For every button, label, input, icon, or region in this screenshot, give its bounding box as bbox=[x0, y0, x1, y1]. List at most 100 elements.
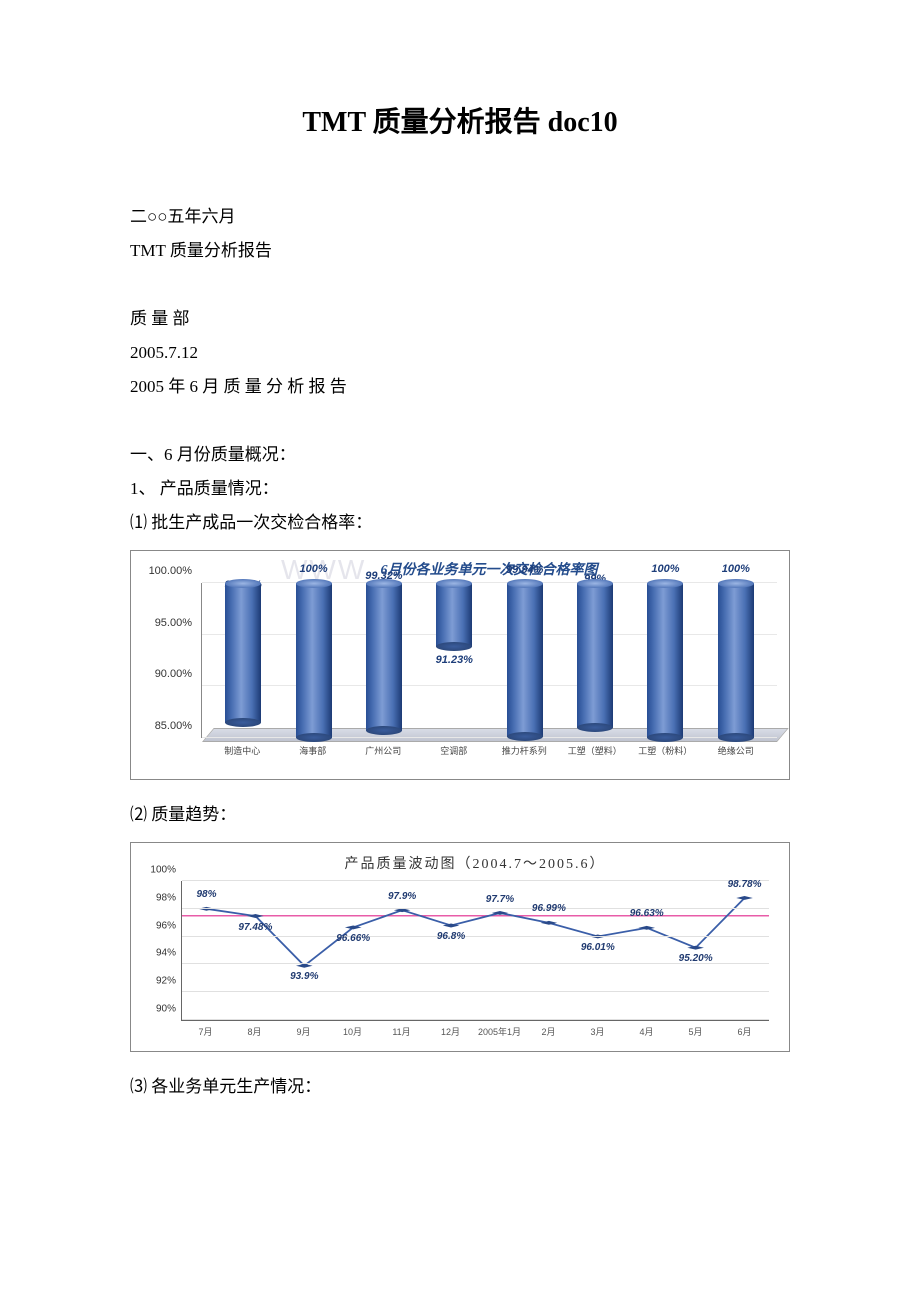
bar-bottom-ellipse bbox=[577, 723, 613, 732]
bar-column: 100% bbox=[630, 583, 700, 738]
data-marker bbox=[687, 946, 704, 950]
data-marker bbox=[736, 896, 753, 900]
bar-column: 99% bbox=[560, 583, 630, 738]
bar-cylinder bbox=[296, 583, 332, 738]
bar-cylinder bbox=[647, 583, 683, 738]
bar-cylinder bbox=[718, 583, 754, 738]
bars-container: 98.50%100%99.32%91.23%99.94%99%100%100% bbox=[202, 583, 777, 738]
bar-bottom-ellipse bbox=[225, 718, 261, 727]
line-value-label: 96.8% bbox=[437, 931, 465, 942]
line-y-tick-label: 100% bbox=[142, 865, 176, 876]
line-value-label: 96.66% bbox=[336, 933, 370, 944]
report-header: 2005 年 6 月 质 量 分 析 报 告 bbox=[130, 370, 790, 404]
sub-3-text: ⑶ 各业务单元生产情况： bbox=[130, 1070, 790, 1104]
line-chart: 产品质量波动图（2004.7～2005.6） 90% 92% 94% 96% 98% 10… bbox=[130, 842, 790, 1052]
line-plot-area: 90%92%94%96%98%100%98%97.48%93.9%96.66%9… bbox=[181, 881, 769, 1021]
bar-body bbox=[436, 583, 472, 647]
bar-bottom-ellipse bbox=[436, 642, 472, 651]
bar-x-label: 绝缘公司 bbox=[701, 744, 772, 757]
line-x-label: 4月 bbox=[622, 1025, 671, 1038]
data-marker bbox=[296, 964, 313, 968]
line-x-label: 12月 bbox=[426, 1025, 475, 1038]
bar-cylinder bbox=[436, 583, 472, 647]
line-y-tick-label: 92% bbox=[142, 976, 176, 987]
line-value-label: 97.9% bbox=[388, 891, 416, 902]
line-value-label: 97.48% bbox=[238, 922, 272, 933]
department: 质 量 部 bbox=[130, 302, 790, 336]
line-value-label: 96.01% bbox=[581, 942, 615, 953]
bar-cylinder bbox=[507, 583, 543, 737]
bar-x-label: 工塑（粉料） bbox=[630, 744, 701, 757]
bar-y-tick-label: 90.00% bbox=[132, 668, 192, 680]
line-y-gridline bbox=[182, 880, 769, 881]
bar-value-label: 100% bbox=[676, 563, 796, 575]
line-value-label: 98.78% bbox=[728, 879, 762, 890]
line-x-label: 7月 bbox=[181, 1025, 230, 1038]
line-x-label: 2月 bbox=[524, 1025, 573, 1038]
bar-column: 91.23% bbox=[419, 583, 489, 738]
line-y-tick-label: 98% bbox=[142, 892, 176, 903]
bar-y-tick-label: 85.00% bbox=[132, 720, 192, 732]
sub-2-text: ⑵ 质量趋势： bbox=[130, 798, 790, 832]
bar-body bbox=[225, 583, 261, 723]
subtitle: TMT 质量分析报告 bbox=[130, 234, 790, 268]
bar-body bbox=[718, 583, 754, 738]
date-cn: 二○○五年六月 bbox=[130, 200, 790, 234]
line-y-gridline bbox=[182, 1019, 769, 1020]
line-y-tick-label: 94% bbox=[142, 948, 176, 959]
line-chart-title: 产品质量波动图（2004.7～2005.6） bbox=[181, 853, 769, 873]
bar-column: 100% bbox=[701, 583, 771, 738]
line-y-tick-label: 90% bbox=[142, 1004, 176, 1015]
bar-bottom-ellipse bbox=[366, 726, 402, 735]
sub-1: ⑴ 批生产成品一次交检合格率： bbox=[130, 506, 790, 540]
date-numeric: 2005.7.12 bbox=[130, 336, 790, 370]
bar-column: 99.94% bbox=[490, 583, 560, 738]
bar-body bbox=[647, 583, 683, 738]
bar-top-ellipse bbox=[225, 579, 261, 588]
sub-3: ⑶ 各业务单元生产情况： bbox=[130, 1070, 790, 1104]
line-value-label: 97.7% bbox=[486, 894, 514, 905]
bar-x-label: 海事部 bbox=[278, 744, 349, 757]
line-value-label: 95.20% bbox=[679, 953, 713, 964]
line-x-label: 11月 bbox=[377, 1025, 426, 1038]
bar-x-label: 工塑（塑料） bbox=[560, 744, 631, 757]
item-1: 1、 产品质量情况： bbox=[130, 472, 790, 506]
bar-x-label: 制造中心 bbox=[207, 744, 278, 757]
bar-cylinder bbox=[577, 583, 613, 728]
bar-column: 98.50% bbox=[208, 583, 278, 738]
line-x-label: 10月 bbox=[328, 1025, 377, 1038]
line-value-label: 93.9% bbox=[290, 971, 318, 982]
line-x-label: 3月 bbox=[573, 1025, 622, 1038]
bar-column: 100% bbox=[278, 583, 348, 738]
line-x-label: 2005年1月 bbox=[475, 1025, 524, 1038]
line-svg bbox=[182, 881, 769, 1020]
bar-bottom-ellipse bbox=[718, 733, 754, 742]
line-y-gridline bbox=[182, 908, 769, 909]
bar-chart: WWW 6月份各业务单元一次交检合格率图 98.50%100%99.32%91.… bbox=[130, 550, 790, 780]
bar-x-label: 空调部 bbox=[419, 744, 490, 757]
line-y-tick-label: 96% bbox=[142, 920, 176, 931]
line-value-label: 96.99% bbox=[532, 903, 566, 914]
line-x-axis-labels: 7月8月9月10月11月12月2005年1月2月3月4月5月6月 bbox=[181, 1021, 769, 1038]
bar-cylinder bbox=[225, 583, 261, 723]
bar-x-label: 广州公司 bbox=[348, 744, 419, 757]
line-x-label: 6月 bbox=[720, 1025, 769, 1038]
bar-body bbox=[296, 583, 332, 738]
line-y-gridline bbox=[182, 936, 769, 937]
section-1-heading: 一、6 月份质量概况： bbox=[130, 438, 790, 472]
bar-plot-area: 98.50%100%99.32%91.23%99.94%99%100%100% … bbox=[201, 583, 777, 738]
line-value-label: 98% bbox=[196, 889, 216, 900]
bar-body bbox=[507, 583, 543, 737]
line-value-label: 96.63% bbox=[630, 908, 664, 919]
line-y-gridline bbox=[182, 991, 769, 992]
page-title: TMT 质量分析报告 doc10 bbox=[130, 100, 790, 140]
line-x-label: 8月 bbox=[230, 1025, 279, 1038]
bar-y-tick-label: 95.00% bbox=[132, 617, 192, 629]
bar-y-tick-label: 100.00% bbox=[132, 565, 192, 577]
document-body: 二○○五年六月 TMT 质量分析报告 质 量 部 2005.7.12 2005 … bbox=[130, 200, 790, 540]
bar-body bbox=[577, 583, 613, 728]
line-x-label: 5月 bbox=[671, 1025, 720, 1038]
bar-top-ellipse bbox=[577, 579, 613, 588]
bar-bottom-ellipse bbox=[296, 733, 332, 742]
sub-2: ⑵ 质量趋势： bbox=[130, 798, 790, 832]
